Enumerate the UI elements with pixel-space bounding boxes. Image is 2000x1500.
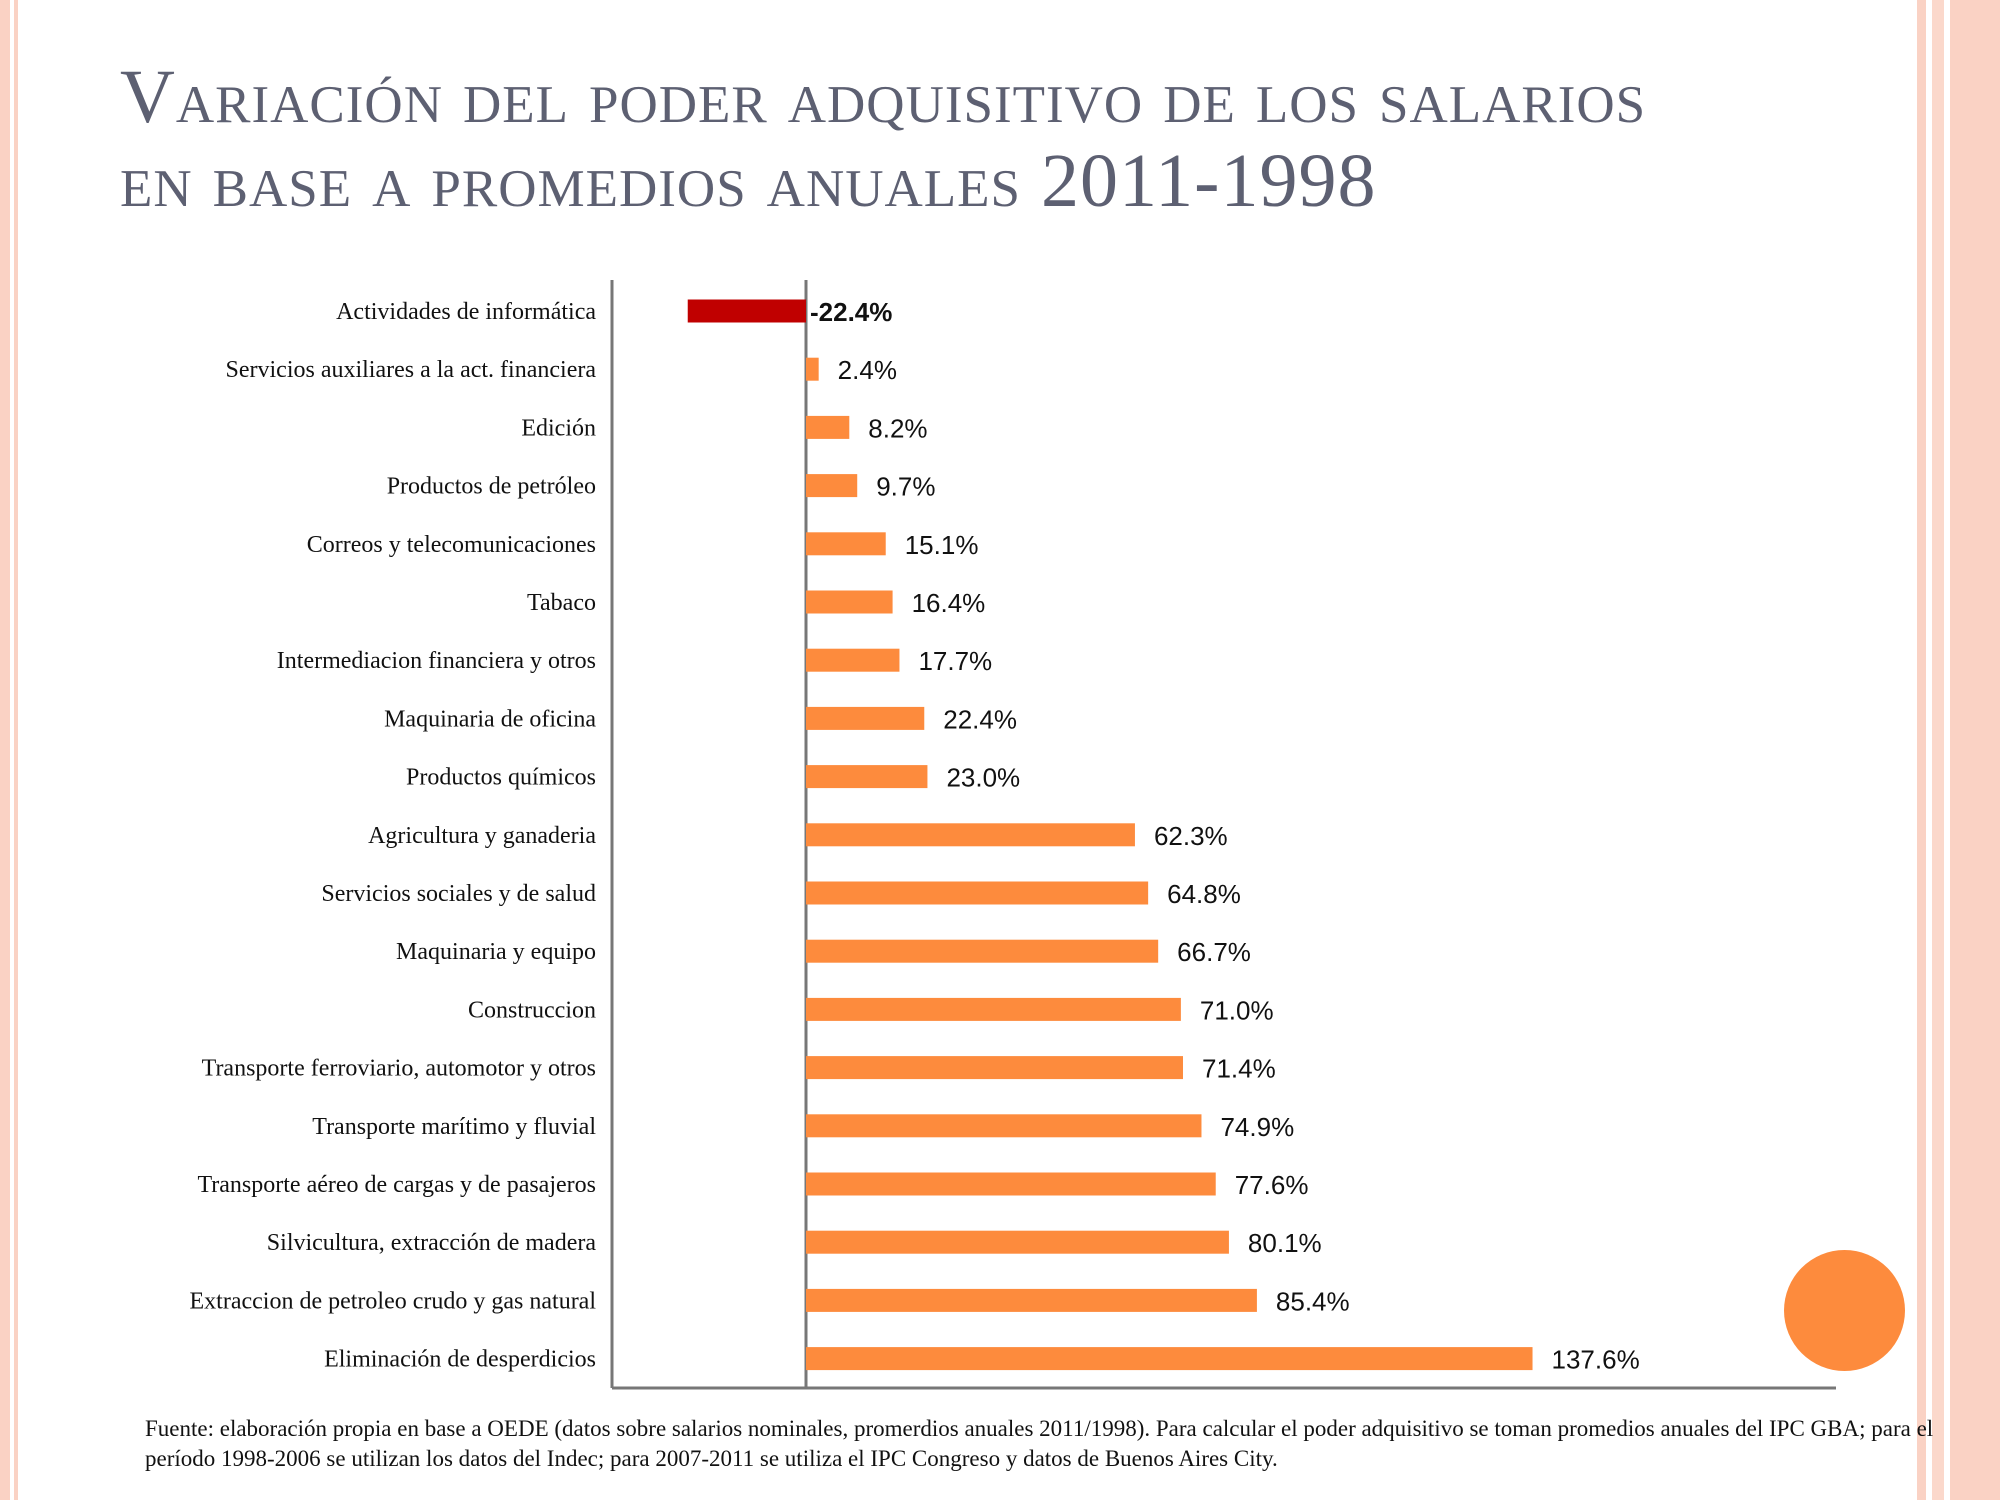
- data-label: 66.7%: [1177, 937, 1251, 967]
- slide-title: Variación del poder adquisitivo de los s…: [120, 55, 1647, 223]
- category-label: Construccion: [468, 997, 596, 1023]
- category-label: Transporte marítimo y fluvial: [312, 1114, 596, 1140]
- bar: [806, 1056, 1183, 1080]
- data-label: 74.9%: [1220, 1112, 1294, 1142]
- data-label: 137.6%: [1552, 1345, 1640, 1375]
- data-label: 80.1%: [1248, 1228, 1322, 1258]
- data-label: 23.0%: [946, 763, 1020, 793]
- bar: [806, 532, 886, 556]
- data-label: 8.2%: [868, 413, 927, 443]
- bar: [687, 299, 806, 323]
- bar: [806, 1347, 1533, 1371]
- bar: [806, 415, 850, 439]
- bar: [806, 706, 925, 730]
- data-label: 77.6%: [1235, 1170, 1309, 1200]
- left-border-stripe-thin: [14, 0, 18, 1500]
- right-border-stripe: [1917, 0, 1926, 1500]
- category-label: Transporte ferroviario, automotor y otro…: [202, 1056, 596, 1082]
- data-label: 15.1%: [905, 530, 979, 560]
- data-label: 16.4%: [912, 588, 986, 618]
- category-label: Tabaco: [527, 590, 596, 616]
- bar: [806, 939, 1159, 963]
- category-label: Transporte aéreo de cargas y de pasajero…: [197, 1172, 596, 1198]
- bar: [806, 765, 928, 789]
- bar: [806, 881, 1149, 905]
- category-label: Agricultura y ganaderia: [368, 823, 596, 849]
- category-label: Intermediacion financiera y otros: [277, 648, 596, 674]
- data-label: 85.4%: [1276, 1286, 1350, 1316]
- data-label: 17.7%: [918, 646, 992, 676]
- bar: [806, 823, 1135, 847]
- category-label: Servicios sociales y de salud: [321, 881, 596, 907]
- data-label: 71.4%: [1202, 1054, 1276, 1084]
- bar: [806, 1172, 1216, 1196]
- bar: [806, 474, 858, 498]
- bar: [806, 1114, 1202, 1138]
- category-label: Extraccion de petroleo crudo y gas natur…: [190, 1288, 597, 1314]
- bar: [806, 997, 1181, 1021]
- data-label: 9.7%: [876, 472, 935, 502]
- category-label: Productos de petróleo: [387, 474, 596, 500]
- right-border-stripe: [1932, 0, 1944, 1500]
- left-border-stripe: [0, 0, 10, 1500]
- bar: [806, 1288, 1257, 1312]
- category-label: Actividades de informática: [336, 299, 596, 325]
- data-label: 64.8%: [1167, 879, 1241, 909]
- bar: [806, 1230, 1229, 1254]
- bar: [806, 648, 900, 672]
- data-label: 22.4%: [943, 704, 1017, 734]
- data-label: 2.4%: [838, 355, 897, 385]
- category-label: Productos químicos: [406, 765, 596, 791]
- category-label: Silvicultura, extracción de madera: [267, 1230, 597, 1256]
- decorative-circle: [1784, 1250, 1905, 1371]
- data-label: 71.0%: [1200, 995, 1274, 1025]
- category-label: Edición: [521, 415, 596, 441]
- data-label: -22.4%: [810, 297, 892, 327]
- source-footnote: Fuente: elaboración propia en base a OED…: [145, 1416, 1934, 1471]
- category-label: Maquinaria y equipo: [396, 939, 596, 965]
- right-border-band: [1950, 0, 2000, 1500]
- bar: [806, 357, 819, 381]
- category-label: Maquinaria de oficina: [384, 706, 596, 732]
- category-label: Eliminación de desperdicios: [324, 1347, 596, 1373]
- bar: [806, 590, 893, 614]
- category-label: Servicios auxiliares a la act. financier…: [226, 357, 597, 383]
- category-label: Correos y telecomunicaciones: [307, 532, 596, 558]
- data-label: 62.3%: [1154, 821, 1228, 851]
